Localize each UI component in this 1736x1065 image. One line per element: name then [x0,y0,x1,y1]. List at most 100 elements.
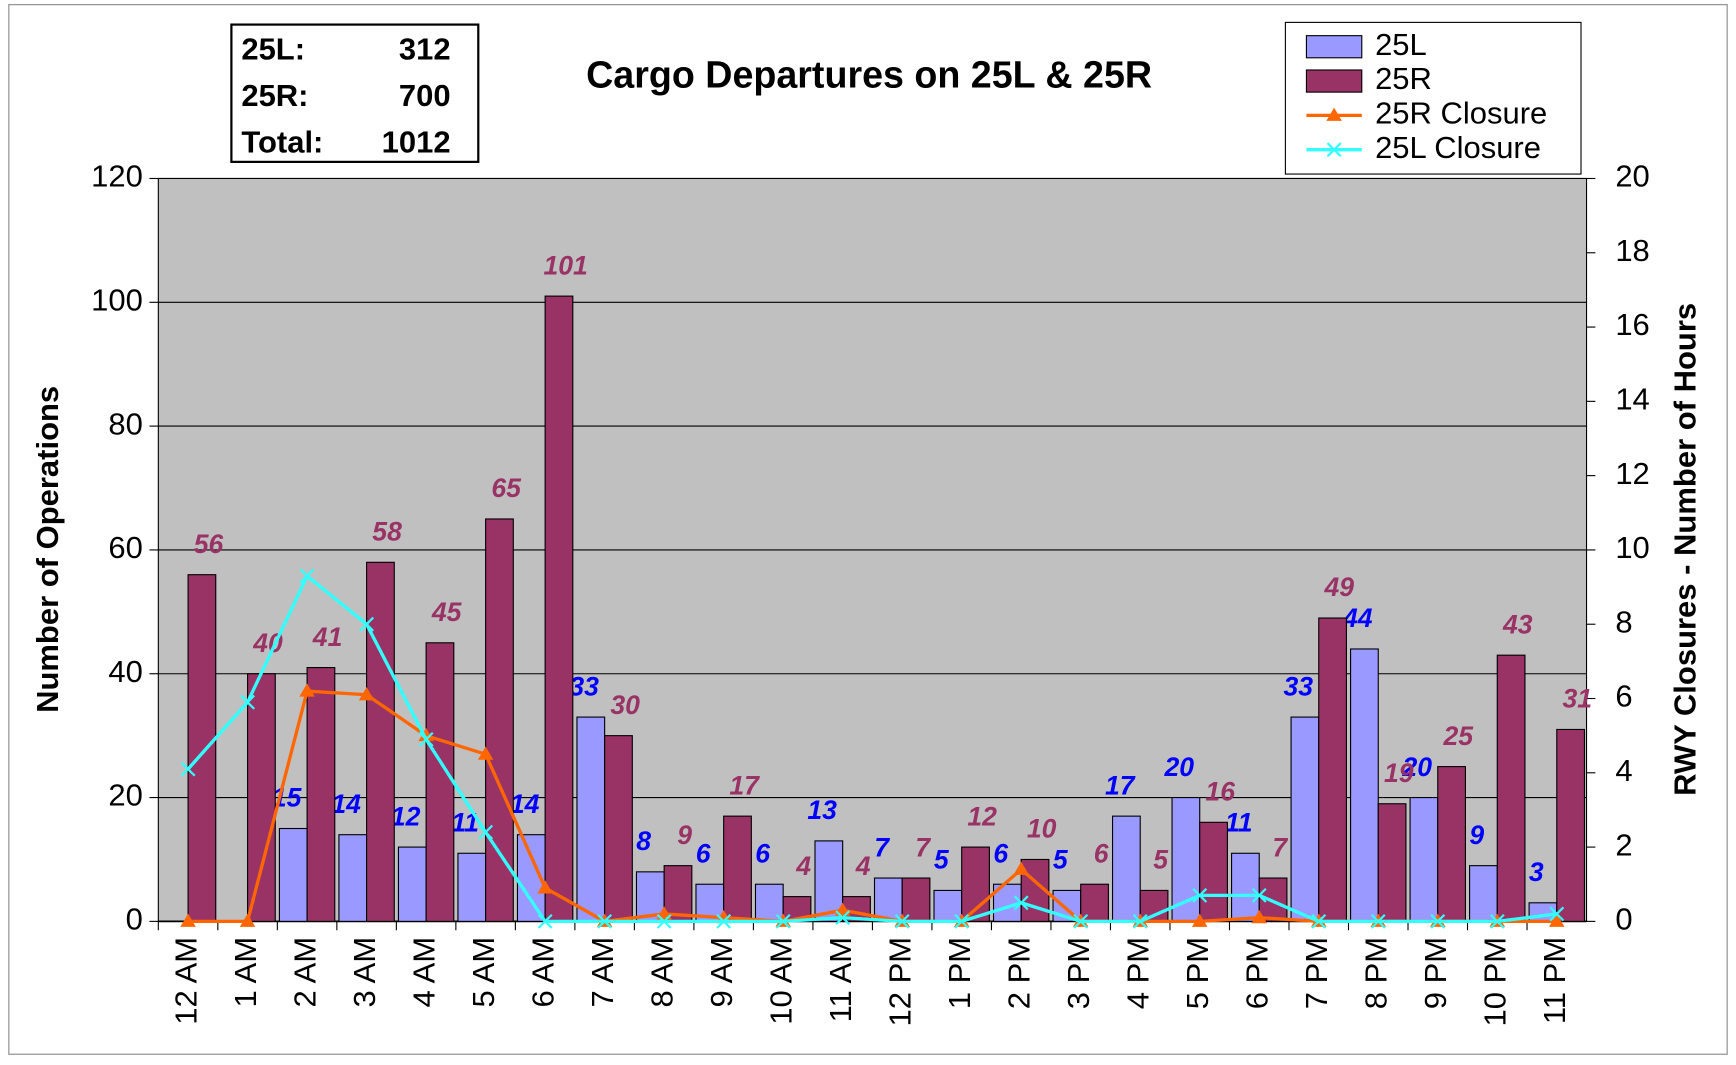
marker [1326,107,1342,121]
y-tick-label: 60 [108,530,142,565]
summary-value: 700 [399,78,451,113]
marker [775,913,791,929]
bar [485,518,514,922]
bar [901,877,931,922]
y2-tick-label: 16 [1615,307,1649,342]
marker [537,913,553,929]
marker [894,913,910,929]
x-tick-label: 9 PM [1418,937,1453,1009]
bar [278,827,308,922]
marker [835,910,851,926]
bar [1496,654,1526,922]
data-label: 20 [1163,752,1194,782]
bar [1437,766,1466,922]
x-tick-label: 1 AM [228,937,263,1008]
marker [299,683,315,697]
marker [1013,895,1029,911]
data-label: 10 [1027,814,1057,844]
data-label: 33 [569,671,599,701]
marker [180,761,196,777]
y2-tick-label: 8 [1615,604,1632,639]
bar [247,673,276,922]
y2-tick-label: 18 [1615,233,1649,268]
legend-label: 25R Closure [1375,96,1547,131]
x-tick-label: 10 AM [763,937,798,1025]
legend-label: 25L Closure [1375,130,1541,165]
data-label: 101 [543,250,587,280]
summary-value: 312 [399,31,451,66]
x-tick-label: 8 PM [1358,937,1393,1009]
x-tick-label: 7 PM [1299,937,1334,1009]
data-label: 16 [1205,777,1235,807]
bar [425,642,455,922]
bar [457,852,487,922]
y-tick-label: 0 [126,902,143,937]
bar [604,735,633,922]
marker [1013,861,1029,875]
marker [1549,913,1565,927]
data-label: 12 [391,801,421,831]
marker [418,727,434,742]
data-label: 17 [729,770,760,800]
x-tick-label: 1 PM [942,937,977,1009]
data-label: 5 [934,845,950,875]
legend-swatch [1305,35,1363,59]
summary-box [230,23,480,163]
marker [656,913,672,929]
summary-label: 25R: [241,78,308,113]
data-label: 6 [696,838,711,868]
bar [1199,821,1228,922]
y2-tick-label: 10 [1615,530,1649,565]
legend-label: 25R [1375,61,1432,96]
marker [1370,913,1386,929]
x-tick-label: 3 PM [1061,937,1096,1009]
data-label: 4 [795,851,811,881]
marker [1326,142,1342,158]
marker [597,913,613,929]
y-tick-label: 80 [108,406,142,441]
data-label: 44 [1342,603,1373,633]
marker [180,913,196,927]
data-label: 7 [874,832,890,862]
data-label: 13 [807,795,837,825]
data-label: 3 [1529,857,1544,887]
summary-value: 1012 [382,124,451,159]
data-label: 12 [967,801,997,831]
data-label: 56 [194,529,224,559]
marker [418,731,434,747]
marker [359,616,375,632]
marker [1251,887,1267,903]
x-tick-label: 5 PM [1180,937,1215,1009]
data-label: 14 [331,789,361,819]
data-label: 11 [451,808,479,838]
bar [1556,728,1586,922]
summary-label: Total: [241,124,323,159]
bar [814,840,844,922]
x-tick-label: 11 AM [823,937,858,1023]
data-label: 14 [510,789,540,819]
x-tick-label: 5 AM [466,937,501,1008]
marker [478,824,494,840]
y2-axis-label: RWY Closures - Number of Hours [1667,303,1702,796]
bar [1290,716,1320,922]
y2-tick-label: 0 [1615,902,1632,937]
bar [1111,815,1141,922]
marker [299,568,315,584]
bar [187,574,217,922]
marker [1192,887,1208,903]
bar [1350,648,1379,922]
data-label: 11 [1225,808,1253,838]
data-label: 8 [636,826,651,856]
bar [366,561,395,922]
bar [873,877,903,922]
x-tick-label: 8 AM [644,937,679,1008]
y2-tick-label: 20 [1615,159,1649,194]
y-axis-label: Number of Operations [30,386,65,713]
chart-title: Cargo Departures on 25L & 25R [586,54,1152,96]
data-label: 49 [1323,572,1354,602]
x-tick-label: 12 PM [882,937,917,1027]
y2-tick-label: 14 [1615,382,1649,417]
marker [1132,913,1148,929]
y-tick-label: 120 [91,159,143,194]
